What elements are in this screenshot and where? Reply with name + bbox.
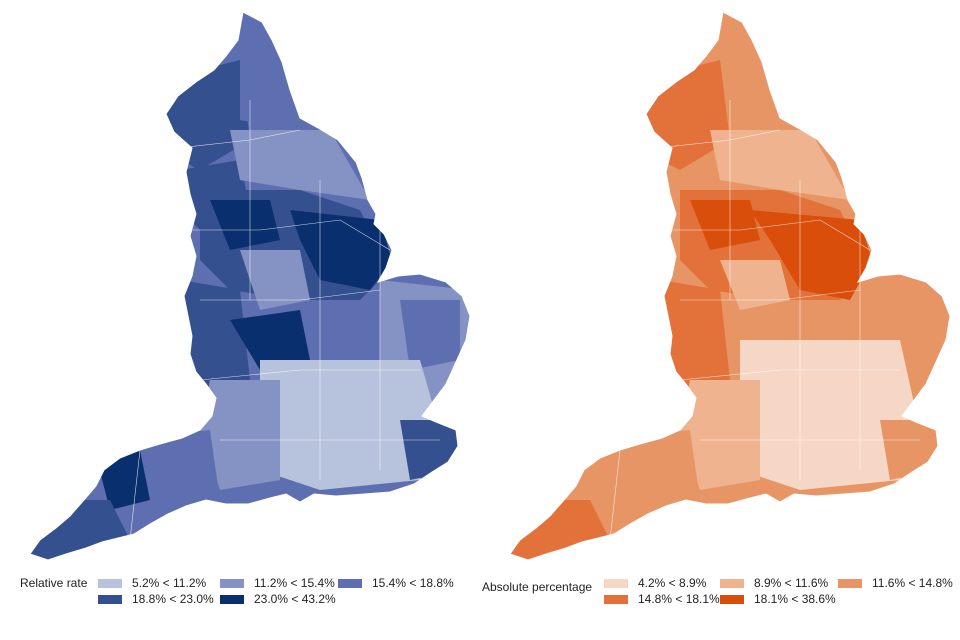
absolute-percentage-map bbox=[509, 11, 951, 561]
legend-title: Absolute percentage bbox=[482, 580, 593, 594]
legend-swatch bbox=[98, 594, 122, 604]
legend-swatch bbox=[604, 578, 628, 588]
absolute-percentage-legend: Absolute percentage 4.2% < 8.9% 8.9% < 1… bbox=[480, 570, 960, 640]
legend-swatch bbox=[838, 578, 862, 588]
legend-label: 11.6% < 14.8% bbox=[872, 576, 953, 590]
legend-label: 18.8% < 23.0% bbox=[132, 592, 214, 606]
relative-rate-boundaries bbox=[129, 100, 440, 541]
legend-title: Relative rate bbox=[20, 576, 88, 590]
legend-swatch bbox=[604, 594, 628, 604]
legend-swatch bbox=[220, 594, 244, 604]
legend-item-4: 18.8% < 23.0% bbox=[98, 592, 214, 606]
legend-item-1: 5.2% < 11.2% bbox=[98, 576, 206, 590]
relative-rate-map-panel: Relative rate 5.2% < 11.2% 11.2% < 15.4%… bbox=[0, 11, 480, 640]
legend-label: 23.0% < 43.2% bbox=[254, 592, 336, 606]
legend-swatch bbox=[720, 594, 744, 604]
relative-rate-map bbox=[29, 11, 471, 561]
legend-label: 4.2% < 8.9% bbox=[638, 576, 707, 590]
absolute-percentage-regions bbox=[510, 12, 950, 560]
legend-item-3: 15.4% < 18.8% bbox=[338, 576, 454, 590]
absolute-percentage-map-panel: Absolute percentage 4.2% < 8.9% 8.9% < 1… bbox=[480, 0, 960, 640]
legend-label: 11.2% < 15.4% bbox=[254, 576, 335, 590]
legend-item-3: 11.6% < 14.8% bbox=[838, 576, 953, 590]
legend-item-5: 23.0% < 43.2% bbox=[220, 592, 336, 606]
legend-item-1: 4.2% < 8.9% bbox=[604, 576, 706, 590]
legend-label: 15.4% < 18.8% bbox=[372, 576, 454, 590]
legend-swatch bbox=[338, 578, 362, 588]
relative-rate-legend: Relative rate 5.2% < 11.2% 11.2% < 15.4%… bbox=[0, 570, 480, 640]
legend-item-4: 14.8% < 18.1% bbox=[604, 592, 720, 606]
legend-item-2: 8.9% < 11.6% bbox=[720, 576, 828, 590]
legend-label: 14.8% < 18.1% bbox=[638, 592, 720, 606]
legend-label: 18.1% < 38.6% bbox=[754, 592, 836, 606]
legend-swatch bbox=[98, 578, 122, 588]
legend-swatch bbox=[220, 578, 244, 588]
legend-swatch bbox=[720, 578, 744, 588]
legend-label: 8.9% < 11.6% bbox=[754, 576, 829, 590]
absolute-percentage-boundaries bbox=[609, 100, 920, 541]
legend-label: 5.2% < 11.2% bbox=[132, 576, 207, 590]
relative-rate-regions bbox=[30, 12, 470, 560]
legend-item-5: 18.1% < 38.6% bbox=[720, 592, 836, 606]
legend-item-2: 11.2% < 15.4% bbox=[220, 576, 335, 590]
